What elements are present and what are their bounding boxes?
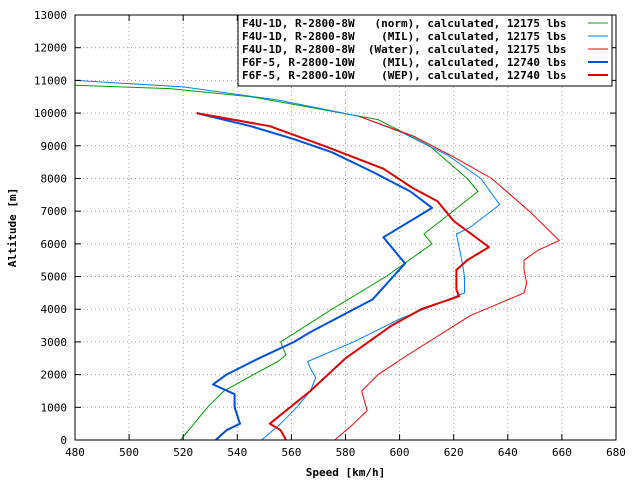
legend: F4U-1D, R-2800-8W (norm), calculated, 12… xyxy=(237,14,613,87)
y-tick-label: 8000 xyxy=(41,172,68,185)
series-line-5 xyxy=(196,112,490,441)
y-tick-label: 5000 xyxy=(41,271,68,284)
series-line-4 xyxy=(196,112,434,441)
legend-entry-4: F6F-5, R-2800-10W (MIL), calculated, 127… xyxy=(242,56,567,69)
x-tick-label: 480 xyxy=(65,446,85,459)
legend-entry-5: F6F-5, R-2800-10W (WEP), calculated, 127… xyxy=(242,69,567,82)
legend-entry-1: F4U-1D, R-2800-8W (norm), calculated, 12… xyxy=(242,17,567,30)
x-tick-label: 500 xyxy=(119,446,139,459)
axis-ticks: 480 500 520 540 560 580 600 620 640 660 680 0 1000 20… xyxy=(34,9,626,459)
series-line-3 xyxy=(334,115,560,441)
x-tick-label: 520 xyxy=(173,446,193,459)
x-tick-label: 660 xyxy=(552,446,572,459)
x-tick-label: 580 xyxy=(336,446,356,459)
y-tick-label: 10000 xyxy=(34,107,67,120)
series-line-1 xyxy=(74,84,479,441)
series-line-2 xyxy=(74,79,501,441)
y-tick-label: 2000 xyxy=(41,369,68,382)
y-tick-label: 3000 xyxy=(41,336,68,349)
x-tick-label: 600 xyxy=(390,446,410,459)
x-tick-label: 680 xyxy=(606,446,626,459)
y-axis-label: Altitude [m] xyxy=(6,188,19,267)
x-tick-label: 620 xyxy=(444,446,464,459)
y-tick-label: 0 xyxy=(60,434,67,447)
y-tick-label: 12000 xyxy=(34,42,67,55)
y-tick-label: 13000 xyxy=(34,9,67,22)
x-tick-label: 540 xyxy=(227,446,247,459)
y-tick-label: 6000 xyxy=(41,238,68,251)
y-tick-label: 9000 xyxy=(41,140,68,153)
y-tick-label: 4000 xyxy=(41,303,68,316)
x-tick-label: 560 xyxy=(281,446,301,459)
legend-box xyxy=(237,14,613,87)
x-axis-label: Speed [km/h] xyxy=(306,466,385,479)
series-lines xyxy=(74,79,560,441)
y-tick-label: 1000 xyxy=(41,401,68,414)
y-tick-label: 11000 xyxy=(34,74,67,87)
legend-entry-3: F4U-1D, R-2800-8W (Water), calculated, 1… xyxy=(242,43,567,56)
x-tick-label: 640 xyxy=(498,446,518,459)
legend-entry-2: F4U-1D, R-2800-8W (MIL), calculated, 121… xyxy=(242,30,567,43)
y-tick-label: 7000 xyxy=(41,205,68,218)
